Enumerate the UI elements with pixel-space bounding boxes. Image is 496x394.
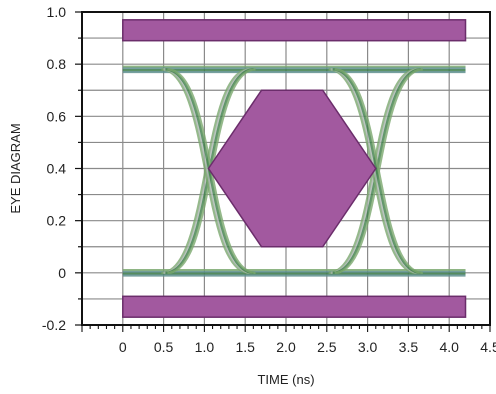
x-tick-label: 0.5 — [154, 339, 174, 355]
y-tick-label: 0 — [58, 265, 66, 281]
y-tick-label: 0.2 — [47, 213, 67, 229]
trace-falling-edge — [332, 68, 421, 275]
y-axis-title: EYE DIAGRAM — [8, 123, 23, 213]
x-tick-label: 2.5 — [317, 339, 337, 355]
mask-bottom-bar — [122, 295, 467, 318]
x-axis-title: TIME (ns) — [257, 372, 314, 387]
x-tick-label: 3.0 — [358, 339, 378, 355]
trace-falling-edge — [161, 68, 250, 275]
mask-hexagon — [207, 89, 377, 248]
y-tick-label: 0.6 — [47, 108, 67, 124]
trace-falling-edge — [163, 68, 252, 275]
x-tick-label: 4.0 — [439, 339, 459, 355]
x-tick-label: 3.5 — [399, 339, 419, 355]
x-tick-label: 1.0 — [195, 339, 215, 355]
y-tick-label: -0.2 — [42, 317, 66, 333]
trace-falling-edge — [334, 68, 423, 275]
y-tick-label: 0.4 — [47, 161, 67, 177]
y-tick-label: 0.8 — [47, 56, 67, 72]
eye-mask — [122, 19, 467, 318]
x-tick-label: 1.5 — [235, 339, 255, 355]
x-tick-label: 2.0 — [276, 339, 296, 355]
tick-labels: 0 0.5 1.0 1.5 2.0 2.5 3.0 3.5 4.0 4.5 -0.2 0 0.2 0.4 0… — [42, 4, 496, 355]
mask-top-bar — [122, 19, 467, 42]
y-tick-label: 1.0 — [47, 4, 67, 20]
x-tick-label: 4.5 — [480, 339, 496, 355]
x-tick-label: 0 — [119, 339, 127, 355]
axis-ticks — [75, 11, 491, 332]
